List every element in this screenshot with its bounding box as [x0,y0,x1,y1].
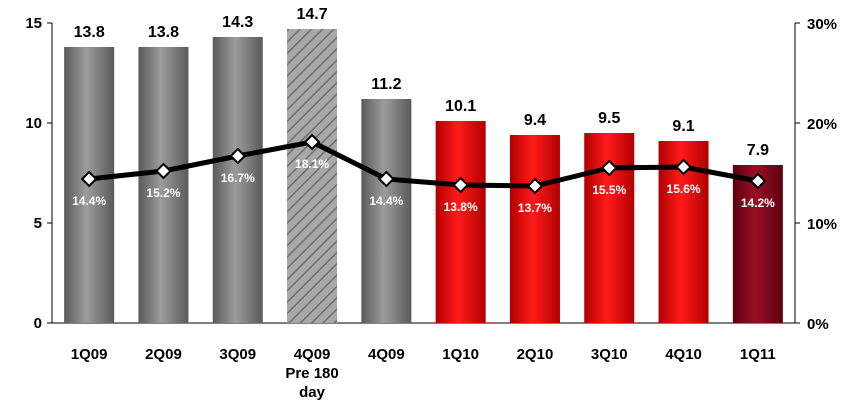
bar-value-label: 10.1 [445,98,476,115]
category-labels: 1Q09 2Q09 3Q09 4Q09 Pre 180 day 4Q09 1Q10 2Q10 3Q… [71,346,776,401]
line-marker [155,162,172,180]
bar-value-label: 13.8 [74,24,105,41]
left-tick-label: 15 [25,15,42,32]
category-label: 3Q09 [219,346,256,363]
line-marker [675,158,692,176]
line-marker [452,176,470,194]
line-series: 14.4% 15.2% 16.7% 18.1% 14.4% 13.8% 13.7% 15.5%… [72,133,775,215]
bar-series [64,29,783,323]
bar-value-label: 14.7 [296,6,327,23]
category-label: 1Q09 [71,346,108,363]
bar [435,121,486,323]
bar-value-label: 13.8 [148,24,179,41]
bar [361,99,412,323]
left-tick-label: 5 [34,215,42,232]
bar [138,47,189,323]
line-value-label: 15.2% [146,186,180,200]
category-label: 4Q09 [368,346,405,363]
bar [509,135,560,323]
right-tick-label: 20% [807,116,837,133]
left-tick-label: 0 [34,315,42,332]
line-value-label: 16.7% [221,171,255,185]
right-tick-label: 30% [807,16,837,33]
category-label: 4Q09 Pre 180 day [285,346,338,401]
bar [287,29,338,323]
line-value-label: 15.6% [667,182,701,196]
bar-value-label: 9.5 [598,110,620,127]
right-tick-label: 0% [807,316,829,333]
line-marker [229,147,247,165]
line-value-label: 18.1% [295,157,329,171]
category-label: 3Q10 [591,346,628,363]
line-marker [80,170,98,188]
bar-value-label: 7.9 [747,142,769,159]
bar [212,37,263,323]
line-path [88,139,759,189]
left-tick-label: 10 [25,115,42,132]
line-value-label: 15.5% [592,183,626,197]
category-label: 1Q11 [740,346,776,363]
line-marker [749,172,767,190]
line-marker [303,133,321,151]
line-value-label: 14.4% [369,194,403,208]
bar-value-label: 11.2 [371,76,401,93]
category-label: 1Q10 [442,346,479,363]
bar [732,165,783,323]
bar-value-label: 9.4 [524,112,546,129]
category-label: 2Q09 [145,346,182,363]
line-marker [526,177,544,195]
category-label: 2Q10 [517,346,554,363]
category-label: 4Q10 [665,346,702,363]
line-marker [600,159,618,177]
line-value-label: 13.7% [518,201,552,215]
right-tick-label: 10% [807,216,837,233]
bar-value-label: 9.1 [672,118,694,135]
line-marker [377,170,395,188]
bar-value-label: 14.3 [222,14,253,31]
line-value-label: 14.4% [72,194,106,208]
bar-value-labels: 13.8 13.8 14.3 14.7 11.2 10.1 9.4 9.5 9.1 7.9 [74,6,769,159]
line-value-label: 13.8% [444,200,478,214]
line-value-label: 14.2% [741,196,775,210]
